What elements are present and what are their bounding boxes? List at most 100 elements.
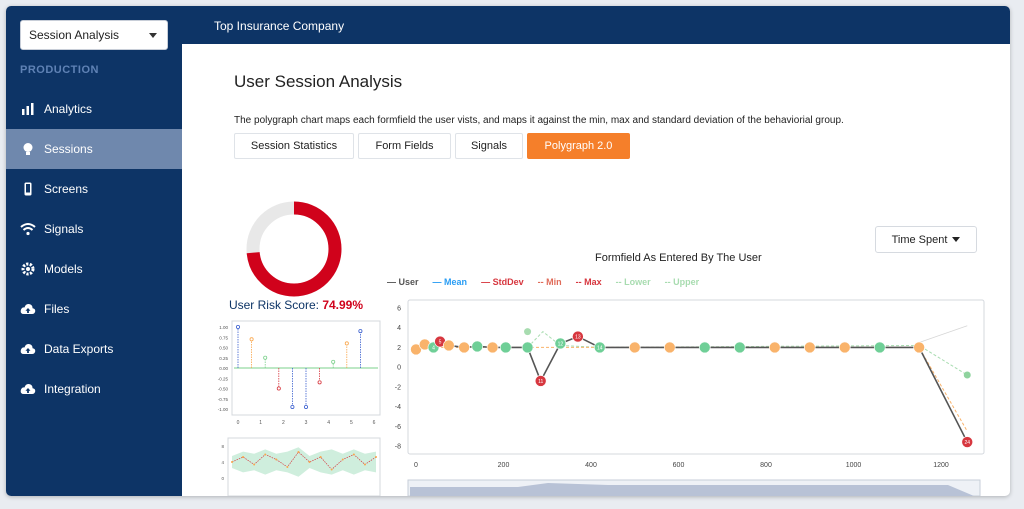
sidebar-item-data-exports[interactable]: Data Exports [6,329,182,369]
x-tick-label: 6 [373,420,376,426]
user-point-marker [572,330,584,343]
y-tick-label: -1.00 [218,407,229,412]
user-point [458,341,470,354]
spread-point [319,456,322,458]
user-point-marker [410,343,422,356]
legend-user[interactable]: — User [387,277,419,287]
lollipop-point [317,380,322,385]
lollipop-point [249,337,254,342]
user-point [698,341,711,354]
user-point [663,341,676,354]
user-point-marker [698,341,711,354]
user-point [628,341,641,354]
lollipop-point [344,341,349,346]
user-point: 11 [534,375,547,387]
tab-form-fields[interactable]: Form Fields [358,133,451,159]
range-navigator-area [410,483,974,496]
sidebar-item-sessions[interactable]: Sessions [6,129,182,169]
page-title: User Session Analysis [234,72,403,91]
page-description: The polygraph chart maps each formfield … [234,115,844,126]
user-point-label: 5 [439,340,442,346]
y-tick-label: 1.00 [219,325,228,330]
tab-signals[interactable]: Signals [455,133,523,159]
user-point-marker [873,341,886,354]
x-tick-label: 600 [673,462,685,469]
legend-mean[interactable]: — Mean [432,277,468,287]
y-tick-label: 0 [221,476,224,481]
x-tick-label: 0 [414,462,418,469]
lollipop-point [276,386,281,391]
sidebar-item-analytics[interactable]: Analytics [6,89,182,129]
user-point-marker [471,340,484,353]
user-point-label: 12 [558,341,564,347]
gear-icon [20,261,36,277]
y-tick-label: 2 [397,345,401,352]
risk-score-label: User Risk Score: [228,298,319,312]
sidebar-item-integration[interactable]: Integration [6,369,182,409]
y-tick-label: 0.50 [219,346,228,351]
sidebar-item-label: Screens [44,182,89,196]
legend-user-label: User [398,277,419,287]
x-tick-label: 3 [305,420,308,426]
sidebar-item-models[interactable]: Models [6,249,182,289]
sidebar-item-screens[interactable]: Screens [6,169,182,209]
user-point-marker [628,341,641,354]
tab-polygraph[interactable]: Polygraph 2.0 [527,133,630,159]
lower-marker [524,328,532,336]
spread-point [330,468,333,471]
sidebar-item-label: Files [44,302,70,316]
user-point [521,341,534,354]
company-name: Top Insurance Company [214,19,345,33]
user-point-label: 13 [575,335,581,341]
user-point: 14 [593,341,606,354]
spread-point [242,456,245,458]
y-tick-label: 4 [221,460,224,465]
y-tick-label: 6 [397,306,401,313]
x-tick-label: 1 [259,420,262,426]
user-point [410,343,422,356]
user-point-marker [593,341,606,354]
user-point [499,341,512,354]
sidebar-item-files[interactable]: Files [6,289,182,329]
user-point-label: 14 [597,345,603,351]
lollipop-point [358,329,363,334]
caret-down-icon [952,237,961,242]
legend-max[interactable]: -- Max [575,277,602,287]
lollipop-chart: 1.00 0.75 0.50 0.25 0.00 -0.25 -0.50 -0.75 -1.00… [218,320,381,426]
series-upper [918,325,968,343]
risk-score-value: 74.99% [322,298,364,312]
sidebar: Session Analysis PRODUCTION Analytics Se… [6,6,182,496]
user-point [471,340,484,353]
y-tick-label: 8 [221,444,224,449]
x-tick-label: 200 [498,462,510,469]
legend-stddev-label: StdDev [492,277,524,287]
sidebar-item-label: Integration [44,382,101,396]
time-spent-dropdown[interactable]: Time Spent [875,226,977,253]
lollipop-point [235,324,240,329]
legend-lower[interactable]: -- Lower [615,277,651,287]
sidebar-item-signals[interactable]: Signals [6,209,182,249]
wifi-icon [20,221,36,237]
y-tick-label: -0.75 [218,397,229,402]
spread-point [352,453,355,456]
tab-session-statistics[interactable]: Session Statistics [234,133,354,159]
user-point [873,341,886,354]
tab-bar: Session Statistics Form Fields Signals P… [234,133,634,159]
chart-title: Formfield As Entered By The User [595,252,762,264]
sidebar-item-label: Signals [44,222,84,236]
user-point [486,341,499,354]
app-select-dropdown[interactable]: Session Analysis [20,20,168,50]
user-point [803,341,816,354]
top-bar: Top Insurance Company [182,6,1010,44]
x-tick-label: 1000 [846,462,862,469]
user-point-marker [458,341,470,354]
x-tick-label: 5 [350,420,353,426]
user-point-marker [534,375,547,387]
legend-min[interactable]: -- Min [537,277,562,287]
sidebar-item-label: Models [44,262,83,276]
x-tick-label: 2 [282,420,285,426]
series-lower [527,330,968,376]
lightbulb-icon [20,141,36,157]
legend-upper[interactable]: -- Upper [664,277,700,287]
legend-stddev[interactable]: — StdDev [481,277,524,287]
